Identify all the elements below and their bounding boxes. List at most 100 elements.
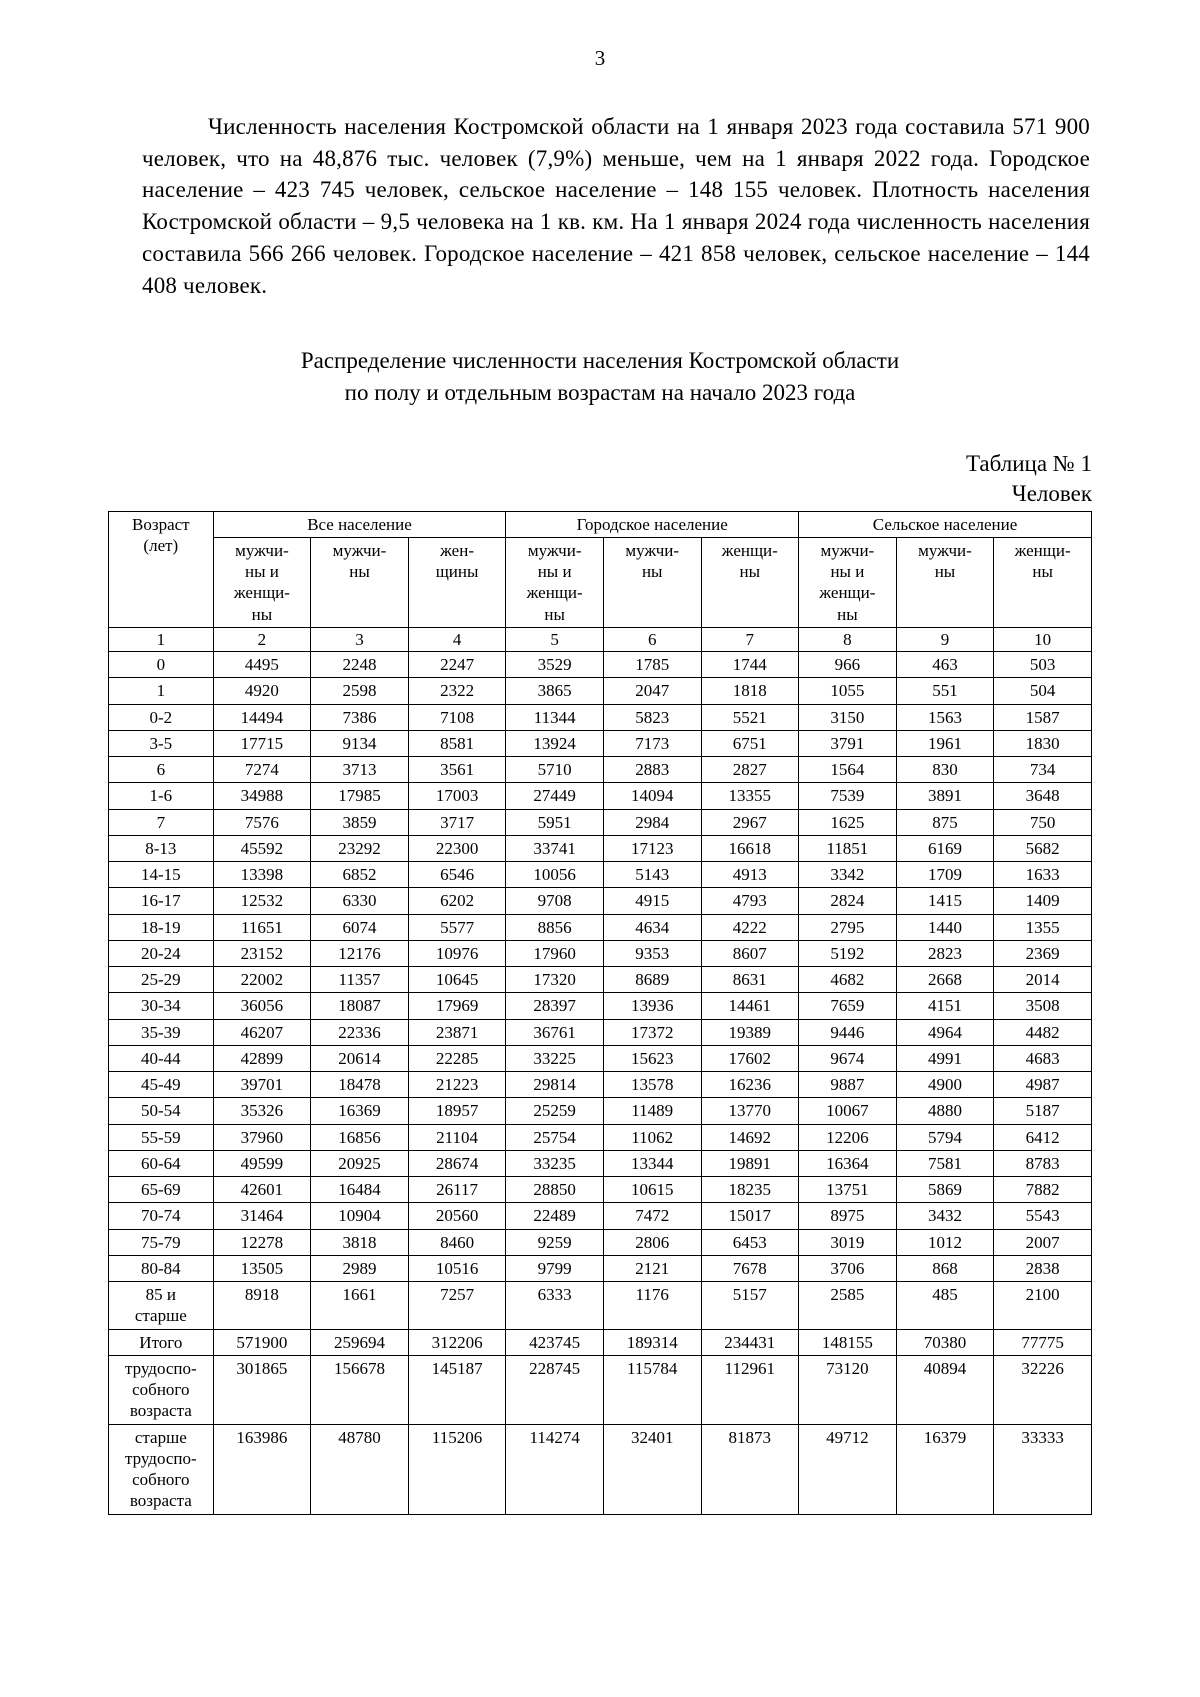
table-row: 65-69 42601 16484 26117 28850 10615 18235 13751… [108,1176,1092,1204]
value-cell: 2668 [895,966,995,994]
value-cell: 23152 [212,939,312,968]
group-header-total: Все население [212,510,507,538]
age-cell: 8-13 [108,834,214,863]
value-cell: 17123 [602,834,702,863]
table-row: 0 4495 2248 2247 3529 1785 1744 966 463 503 [108,651,1092,679]
table-row: 18-19 11651 6074 5577 8856 4634 4222 2795 1440 13… [108,913,1092,941]
sub-header: мужчи- ны [602,536,702,628]
value-cell: 13924 [505,729,604,758]
column-number: 7 [700,626,800,653]
value-cell: 35326 [212,1097,312,1125]
value-cell: 26117 [407,1176,507,1204]
age-cell: 25-29 [108,966,214,994]
value-cell: 9708 [505,887,604,915]
value-cell: 28397 [505,992,604,1020]
value-cell: 33741 [505,834,604,863]
value-cell: 22300 [407,834,507,863]
value-cell: 750 [993,808,1092,836]
value-cell: 2100 [993,1281,1092,1330]
value-cell: 5869 [895,1176,995,1204]
age-cell: 16-17 [108,887,214,915]
value-cell: 4987 [993,1071,1092,1099]
value-cell: 8631 [700,966,800,994]
value-cell: 3859 [310,808,409,836]
value-cell: 3019 [798,1228,897,1256]
value-cell: 18478 [310,1071,409,1099]
value-cell: 4495 [212,651,312,679]
value-cell: 40894 [895,1354,995,1425]
value-cell: 1587 [993,703,1092,731]
value-cell: 3150 [798,703,897,731]
value-cell: 3713 [310,756,409,784]
value-cell: 9887 [798,1071,897,1099]
value-cell: 20614 [310,1044,409,1073]
value-cell: 11344 [505,703,604,731]
table-header: Возраст (лет) Все население Городское на… [108,510,1092,653]
value-cell: 16364 [798,1149,897,1178]
value-cell: 9674 [798,1044,897,1073]
table-row: 3-5 17715 9134 8581 13924 7173 6751 3791 1961 183… [108,729,1092,758]
value-cell: 4793 [700,887,800,915]
value-cell: 1355 [993,913,1092,941]
value-cell: 2984 [602,808,702,836]
group-header-rural: Сельское население [798,510,1092,538]
age-cell: 80-84 [108,1254,214,1283]
table-row: 16-17 12532 6330 6202 9708 4915 4793 2824 1415 14… [108,887,1092,915]
value-cell: 8581 [407,729,507,758]
value-cell: 5521 [700,703,800,731]
age-cell: 7 [108,808,214,836]
column-number: 10 [993,626,1092,653]
value-cell: 23871 [407,1018,507,1046]
value-cell: 1563 [895,703,995,731]
value-cell: 6333 [505,1281,604,1330]
value-cell: 3865 [505,677,604,705]
value-cell: 16484 [310,1176,409,1204]
value-cell: 9799 [505,1254,604,1283]
value-cell: 10645 [407,966,507,994]
value-cell: 2838 [993,1254,1092,1283]
value-cell: 7539 [798,782,897,810]
table-row: 85 и старше 8918 1661 7257 6333 1176 5157 2585 4… [108,1281,1092,1330]
table-row: 35-39 46207 22336 23871 36761 17372 19389 9446 4… [108,1018,1092,1046]
value-cell: 551 [895,677,995,705]
value-cell: 6074 [310,913,409,941]
age-cell: 14-15 [108,861,214,889]
value-cell: 5143 [602,861,702,889]
value-cell: 70380 [895,1328,995,1356]
age-cell: 18-19 [108,913,214,941]
value-cell: 1818 [700,677,800,705]
age-cell: 3-5 [108,729,214,758]
value-cell: 6751 [700,729,800,758]
value-cell: 1785 [602,651,702,679]
value-cell: 485 [895,1281,995,1330]
value-cell: 48780 [310,1423,409,1515]
value-cell: 18235 [700,1176,800,1204]
table-row: 50-54 35326 16369 18957 25259 11489 13770 10067… [108,1097,1092,1125]
value-cell: 163986 [212,1423,312,1515]
value-cell: 3891 [895,782,995,810]
value-cell: 1744 [700,651,800,679]
value-cell: 18087 [310,992,409,1020]
value-cell: 966 [798,651,897,679]
age-cell: 85 и старше [108,1281,214,1330]
value-cell: 259694 [310,1328,409,1356]
value-cell: 2007 [993,1228,1092,1256]
value-cell: 27449 [505,782,604,810]
table-row: 1 4920 2598 2322 3865 2047 1818 1055 551 504 [108,677,1092,705]
value-cell: 14692 [700,1123,800,1151]
age-cell: 35-39 [108,1018,214,1046]
value-cell: 1633 [993,861,1092,889]
sub-header: мужчи- ны и женщи- ны [798,536,897,628]
column-number: 5 [505,626,604,653]
sub-header: женщи- ны [993,536,1092,628]
value-cell: 34988 [212,782,312,810]
value-cell: 39701 [212,1071,312,1099]
value-cell: 8607 [700,939,800,968]
value-cell: 7108 [407,703,507,731]
value-cell: 36761 [505,1018,604,1046]
value-cell: 20560 [407,1202,507,1230]
value-cell: 875 [895,808,995,836]
value-cell: 29814 [505,1071,604,1099]
age-cell: 1 [108,677,214,705]
value-cell: 31464 [212,1202,312,1230]
